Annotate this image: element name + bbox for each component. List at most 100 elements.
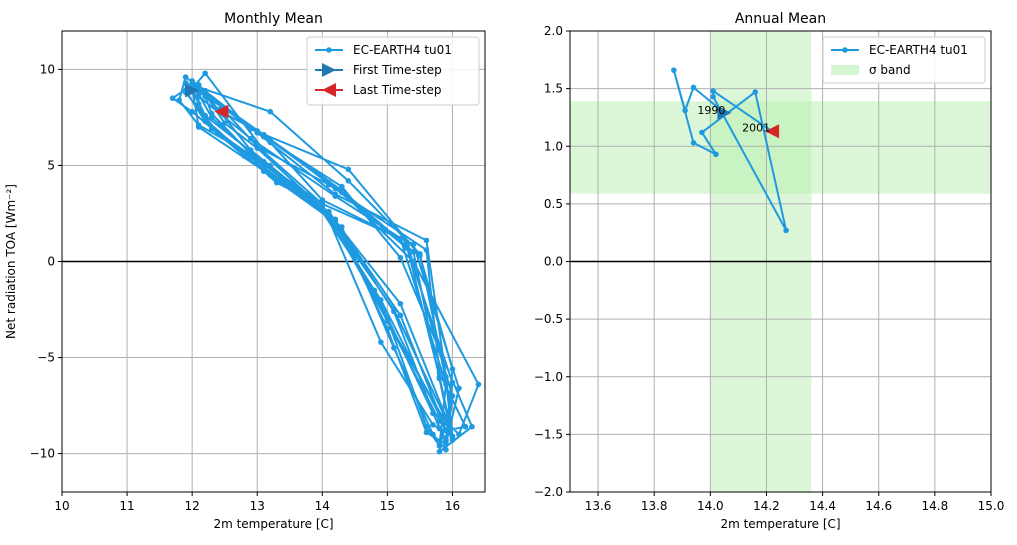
data-point (189, 108, 195, 115)
x-tick-label: 14 (315, 499, 330, 513)
data-point (195, 101, 202, 107)
y-tick-label: 10 (40, 62, 55, 76)
y-tick-label: −5 (37, 351, 55, 365)
data-point (443, 420, 449, 426)
chart-title: Annual Mean (735, 11, 826, 27)
data-point (345, 178, 352, 184)
data-point (397, 254, 404, 261)
data-point (456, 385, 462, 392)
data-point (449, 379, 456, 386)
data-point (391, 308, 397, 315)
data-point (378, 339, 384, 345)
data-point (436, 418, 443, 424)
x-tick-label: 14.2 (753, 499, 780, 513)
data-point (345, 166, 352, 173)
data-point (417, 251, 423, 257)
axes-frame (569, 30, 992, 493)
y-tick-label: 2.0 (544, 24, 563, 38)
data-point (397, 312, 404, 319)
data-point (443, 414, 449, 420)
data-point (378, 297, 384, 303)
data-point (169, 95, 176, 102)
data-point (267, 172, 274, 178)
data-point (469, 423, 475, 430)
data-point (273, 179, 280, 186)
data-point (371, 287, 378, 294)
series-line (171, 72, 480, 453)
data-point (671, 67, 677, 73)
x-tick-label: 14.8 (922, 499, 949, 513)
y-tick-label: 0.0 (544, 255, 563, 269)
annotation-end-year: 2001 (742, 121, 770, 134)
data-point (423, 247, 430, 253)
legend-swatch-marker (322, 83, 336, 97)
data-point (267, 108, 274, 115)
data-point (332, 218, 339, 224)
data-point (410, 249, 417, 255)
legend-box (306, 36, 480, 106)
data-point (247, 147, 254, 153)
data-point (247, 135, 254, 142)
data-point (260, 131, 267, 138)
data-point (247, 151, 254, 157)
sigma-band-y (570, 101, 991, 194)
data-point (339, 224, 345, 230)
data-point (202, 93, 208, 100)
data-point (267, 162, 274, 169)
data-point (267, 137, 274, 144)
x-tick-label: 15.0 (978, 499, 1005, 513)
data-point (690, 139, 697, 146)
data-point (436, 370, 443, 376)
data-point (208, 114, 215, 121)
data-point (182, 74, 189, 80)
legend-label: EC-EARTH4 tu01 (353, 43, 452, 57)
data-point (202, 70, 208, 77)
data-point (397, 235, 404, 242)
x-tick-label: 13 (250, 499, 265, 513)
data-point (202, 112, 208, 119)
data-point (254, 130, 261, 136)
data-point (710, 93, 716, 100)
data-point (443, 446, 449, 453)
x-tick-label: 16 (445, 499, 460, 513)
data-point (319, 201, 326, 207)
first-time-step-marker (717, 105, 732, 120)
data-point (443, 377, 449, 384)
data-point (339, 183, 345, 190)
legend-swatch-band (831, 65, 859, 75)
data-point (313, 199, 319, 205)
data-point (404, 245, 410, 251)
data-point (449, 433, 456, 440)
data-point (682, 107, 688, 114)
data-point (260, 164, 267, 171)
data-point (436, 375, 443, 382)
y-tick-label: 5 (47, 158, 55, 172)
data-point (326, 179, 332, 186)
data-point (195, 81, 202, 88)
data-point (443, 381, 449, 388)
data-point (397, 300, 404, 307)
data-point (208, 126, 215, 132)
data-point (430, 421, 436, 428)
data-point (208, 95, 215, 102)
legend: EC-EARTH4 tu01 First Time-step Last Time-s… (306, 36, 480, 106)
legend: EC-EARTH4 tu01 σ band (822, 36, 986, 84)
y-tick-label: 1.5 (544, 82, 563, 96)
x-tick-label: 13.8 (641, 499, 668, 513)
data-point (384, 325, 391, 332)
data-point (783, 227, 789, 234)
data-point (713, 151, 719, 158)
y-tick-label: −1.0 (534, 370, 563, 384)
data-point (339, 187, 345, 194)
data-point (443, 373, 449, 380)
x-axis-label: 2m temperature [C] (213, 517, 333, 531)
data-point (371, 293, 378, 299)
x-axis-label: 2m temperature [C] (720, 517, 840, 531)
data-point (176, 97, 182, 103)
x-tick-label: 11 (119, 499, 134, 513)
data-point (332, 191, 339, 198)
y-tick-label: 0.5 (544, 197, 563, 211)
data-point (260, 158, 267, 165)
data-point (443, 427, 449, 434)
y-tick-label: 0 (47, 255, 55, 269)
